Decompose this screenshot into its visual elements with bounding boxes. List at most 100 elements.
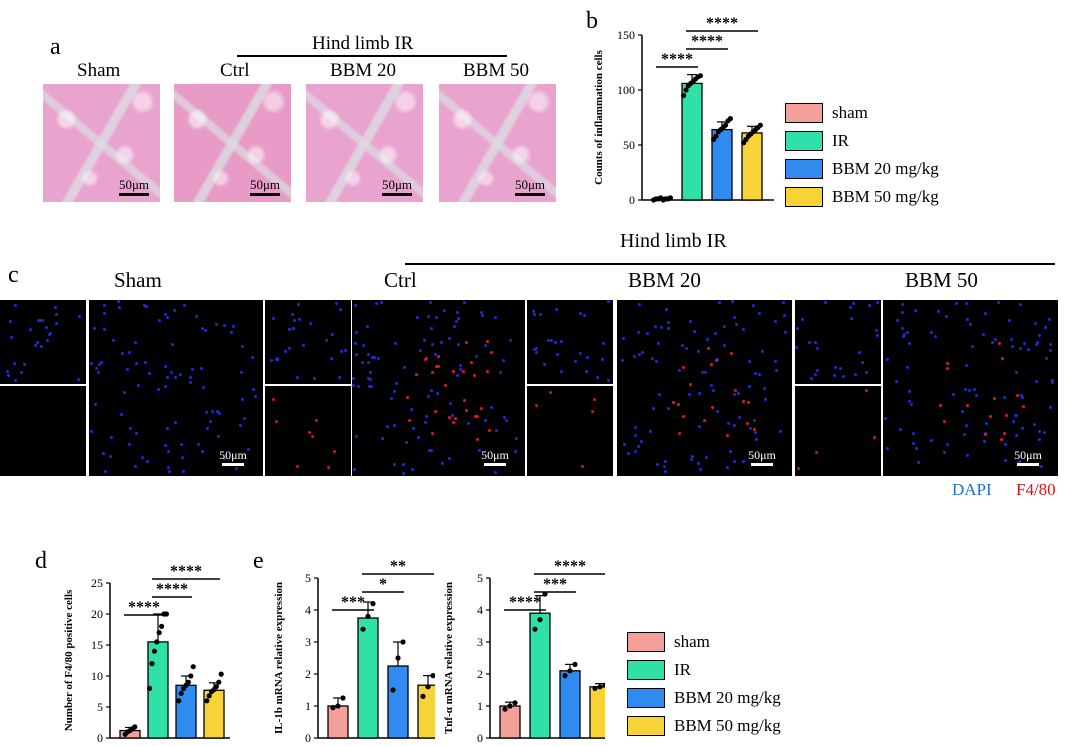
- chart-b: 0 50 100 150 Counts of inflammation cells ***…: [593, 15, 774, 207]
- legend-swatch: [627, 632, 665, 652]
- scale-bar: 50μm: [213, 448, 253, 466]
- legend-swatch: [627, 688, 665, 708]
- data-point: [602, 682, 605, 688]
- data-point: [537, 617, 543, 623]
- data-point: [190, 664, 196, 670]
- data-point: [757, 122, 763, 128]
- legend-swatch: [785, 103, 823, 123]
- data-point: [390, 687, 396, 693]
- data-point: [727, 116, 733, 122]
- y-tick-label: 5: [477, 571, 483, 585]
- data-point: [159, 623, 165, 629]
- data-point: [532, 626, 538, 632]
- bar: [529, 612, 551, 739]
- bar: [357, 617, 379, 739]
- panel-a-col-sham: Sham: [77, 60, 121, 81]
- stain-f480-label: F4/80: [1016, 480, 1056, 499]
- y-tick-label: 5: [305, 571, 311, 585]
- fl-image-main: 50μm: [883, 300, 1058, 476]
- panel-c-col-bbm50: BBM 50: [905, 268, 978, 292]
- chart-e2: 0 1 2 3 4 5 Tnf-α mRNA relative expression ****…: [443, 558, 605, 745]
- panel-c-col-sham: Sham: [114, 268, 162, 292]
- he-image-ctrl: 50μm: [174, 84, 291, 202]
- data-point: [132, 724, 138, 730]
- data-point: [151, 648, 157, 654]
- significance-label: ***: [543, 576, 567, 593]
- panel-letter-d: d: [35, 548, 47, 574]
- y-tick-label: 0: [305, 731, 311, 745]
- scale-label: 50μm: [514, 177, 546, 192]
- scale-label: 50μm: [1014, 448, 1042, 462]
- scale-label: 50μm: [481, 448, 509, 462]
- legend-swatch: [627, 660, 665, 680]
- significance-label: ****: [706, 15, 738, 32]
- fl-image-main: 50μm: [352, 300, 525, 476]
- data-point: [562, 673, 568, 679]
- fl-inset-merged: [0, 300, 86, 384]
- significance-label: ****: [170, 563, 202, 580]
- fl-image-main: 50μm: [617, 300, 792, 476]
- data-point: [597, 684, 603, 690]
- scale-bar: 50μm: [742, 448, 782, 466]
- panel-letter-c: c: [8, 262, 19, 288]
- bar: [387, 665, 409, 739]
- y-axis-label: Number of F4/80 positive cells: [63, 589, 75, 731]
- data-point: [204, 698, 210, 704]
- scale-bar: 50μm: [475, 448, 515, 466]
- bar: [327, 705, 349, 739]
- legend-swatch: [785, 187, 823, 207]
- data-point: [185, 679, 191, 685]
- stain-dapi-label: DAPI: [952, 480, 992, 499]
- legend-label: sham: [832, 103, 868, 122]
- data-point: [335, 703, 341, 709]
- significance-label: ****: [509, 594, 541, 611]
- fl-inset-f480: [0, 386, 86, 476]
- chart-d: 0 5 10 15 20 25 Number of F4/80 positive cells…: [63, 563, 230, 745]
- data-point: [206, 693, 212, 699]
- significance-label: ****: [691, 33, 723, 50]
- fl-inset-merged: [265, 300, 351, 384]
- data-point: [330, 705, 336, 711]
- y-axis-label: Counts of inflammation cells: [593, 49, 605, 184]
- legend-label: BBM 50 mg/kg: [674, 716, 781, 735]
- y-tick-label: 15: [91, 638, 103, 652]
- y-tick-label: 1: [305, 699, 311, 713]
- y-tick-label: 0: [477, 731, 483, 745]
- bar: [417, 684, 435, 739]
- legend-label: sham: [674, 632, 710, 651]
- significance-label: ****: [156, 581, 188, 598]
- y-tick-label: 2: [477, 667, 483, 681]
- he-image-bbm50: 50μm: [439, 84, 556, 202]
- legend-label: IR: [832, 131, 849, 150]
- panel-letter-a: a: [50, 34, 61, 60]
- y-tick-label: 0: [629, 193, 635, 207]
- data-point: [340, 695, 346, 701]
- panel-letter-e: e: [253, 548, 264, 574]
- legend-label: IR: [674, 660, 691, 679]
- bar: [559, 670, 581, 739]
- bar: [203, 689, 225, 739]
- legend-label: BBM 20 mg/kg: [832, 159, 939, 178]
- y-tick-label: 10: [91, 669, 103, 683]
- data-point: [420, 693, 426, 699]
- y-tick-label: 50: [623, 138, 635, 152]
- panel-c-col-ctrl: Ctrl: [384, 268, 417, 292]
- data-point: [154, 639, 160, 645]
- legend-swatch: [785, 159, 823, 179]
- data-point: [156, 630, 162, 636]
- panel-a-col-ctrl: Ctrl: [220, 60, 250, 81]
- significance-label: ****: [554, 558, 586, 575]
- significance-label: **: [390, 558, 406, 575]
- panel-a-col-bbm20: BBM 20: [330, 60, 396, 81]
- legend-swatch: [627, 716, 665, 736]
- y-axis-label: Tnf-α mRNA relative expression: [443, 582, 455, 734]
- data-point: [502, 706, 508, 712]
- data-point: [365, 613, 371, 619]
- fl-inset-merged: [527, 300, 613, 384]
- panel-a-group-title: Hind limb IR: [312, 33, 414, 54]
- y-tick-label: 2: [305, 667, 311, 681]
- panel-letter-b: b: [586, 8, 598, 34]
- data-point: [667, 195, 673, 201]
- he-image-sham: 50μm: [43, 84, 160, 202]
